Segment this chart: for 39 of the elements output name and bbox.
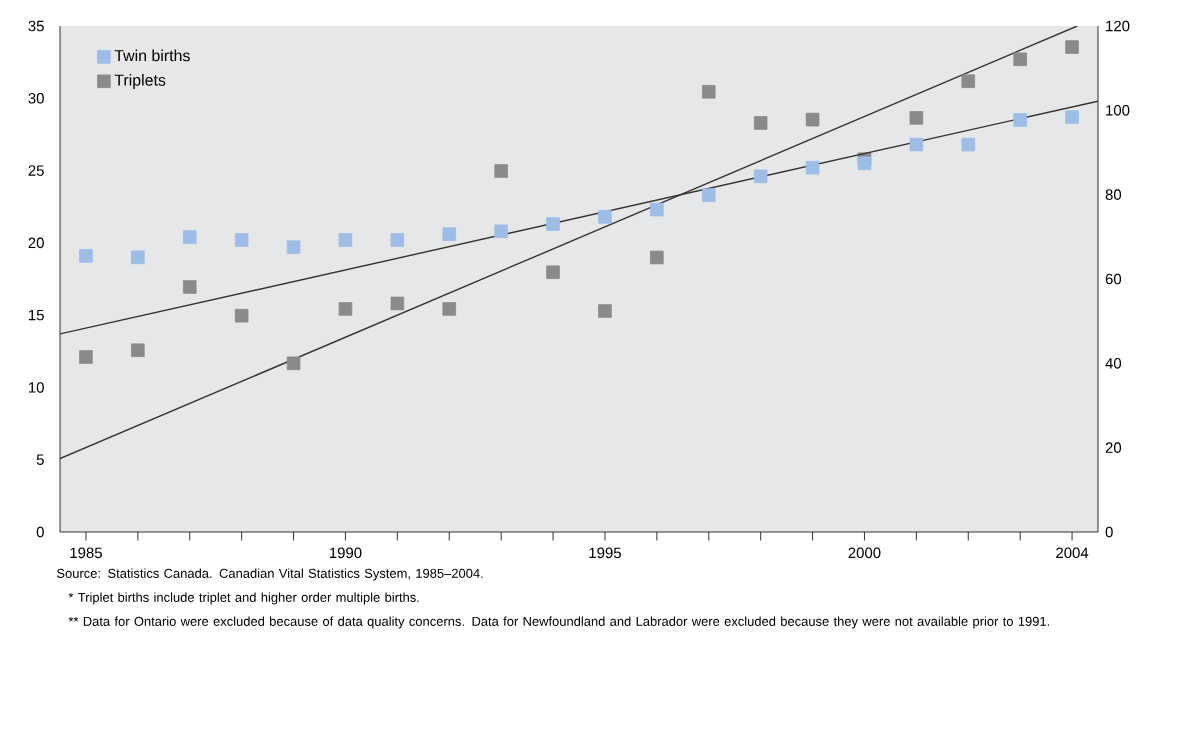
point: [286, 240, 301, 254]
point: [961, 137, 976, 152]
point: [338, 302, 353, 316]
point: [546, 217, 560, 231]
point: [390, 296, 405, 311]
point: [701, 85, 716, 99]
point: [753, 169, 768, 184]
point: [1065, 40, 1079, 54]
point: [1013, 52, 1027, 67]
point: [286, 356, 301, 371]
point: [442, 227, 457, 241]
point: [234, 308, 249, 323]
point: [909, 111, 924, 125]
point: [909, 137, 924, 152]
point: [390, 233, 405, 247]
point: [805, 160, 820, 175]
point: [805, 112, 820, 127]
point: [182, 230, 197, 244]
point: [598, 210, 612, 224]
point: [1065, 110, 1079, 124]
point: [650, 250, 664, 265]
point: [1013, 113, 1027, 127]
point: [753, 116, 768, 130]
point: [131, 343, 145, 358]
point: [338, 233, 353, 247]
point: [546, 265, 560, 280]
point: [857, 156, 872, 171]
point: [131, 250, 145, 265]
point: [79, 249, 93, 263]
point: [494, 224, 508, 239]
point: [234, 233, 249, 247]
point: [494, 164, 508, 178]
point: [79, 350, 93, 364]
point: [598, 304, 612, 318]
point: [182, 280, 197, 294]
point: [961, 74, 976, 89]
point: [442, 302, 457, 316]
point: [701, 188, 716, 202]
point: [650, 202, 664, 217]
